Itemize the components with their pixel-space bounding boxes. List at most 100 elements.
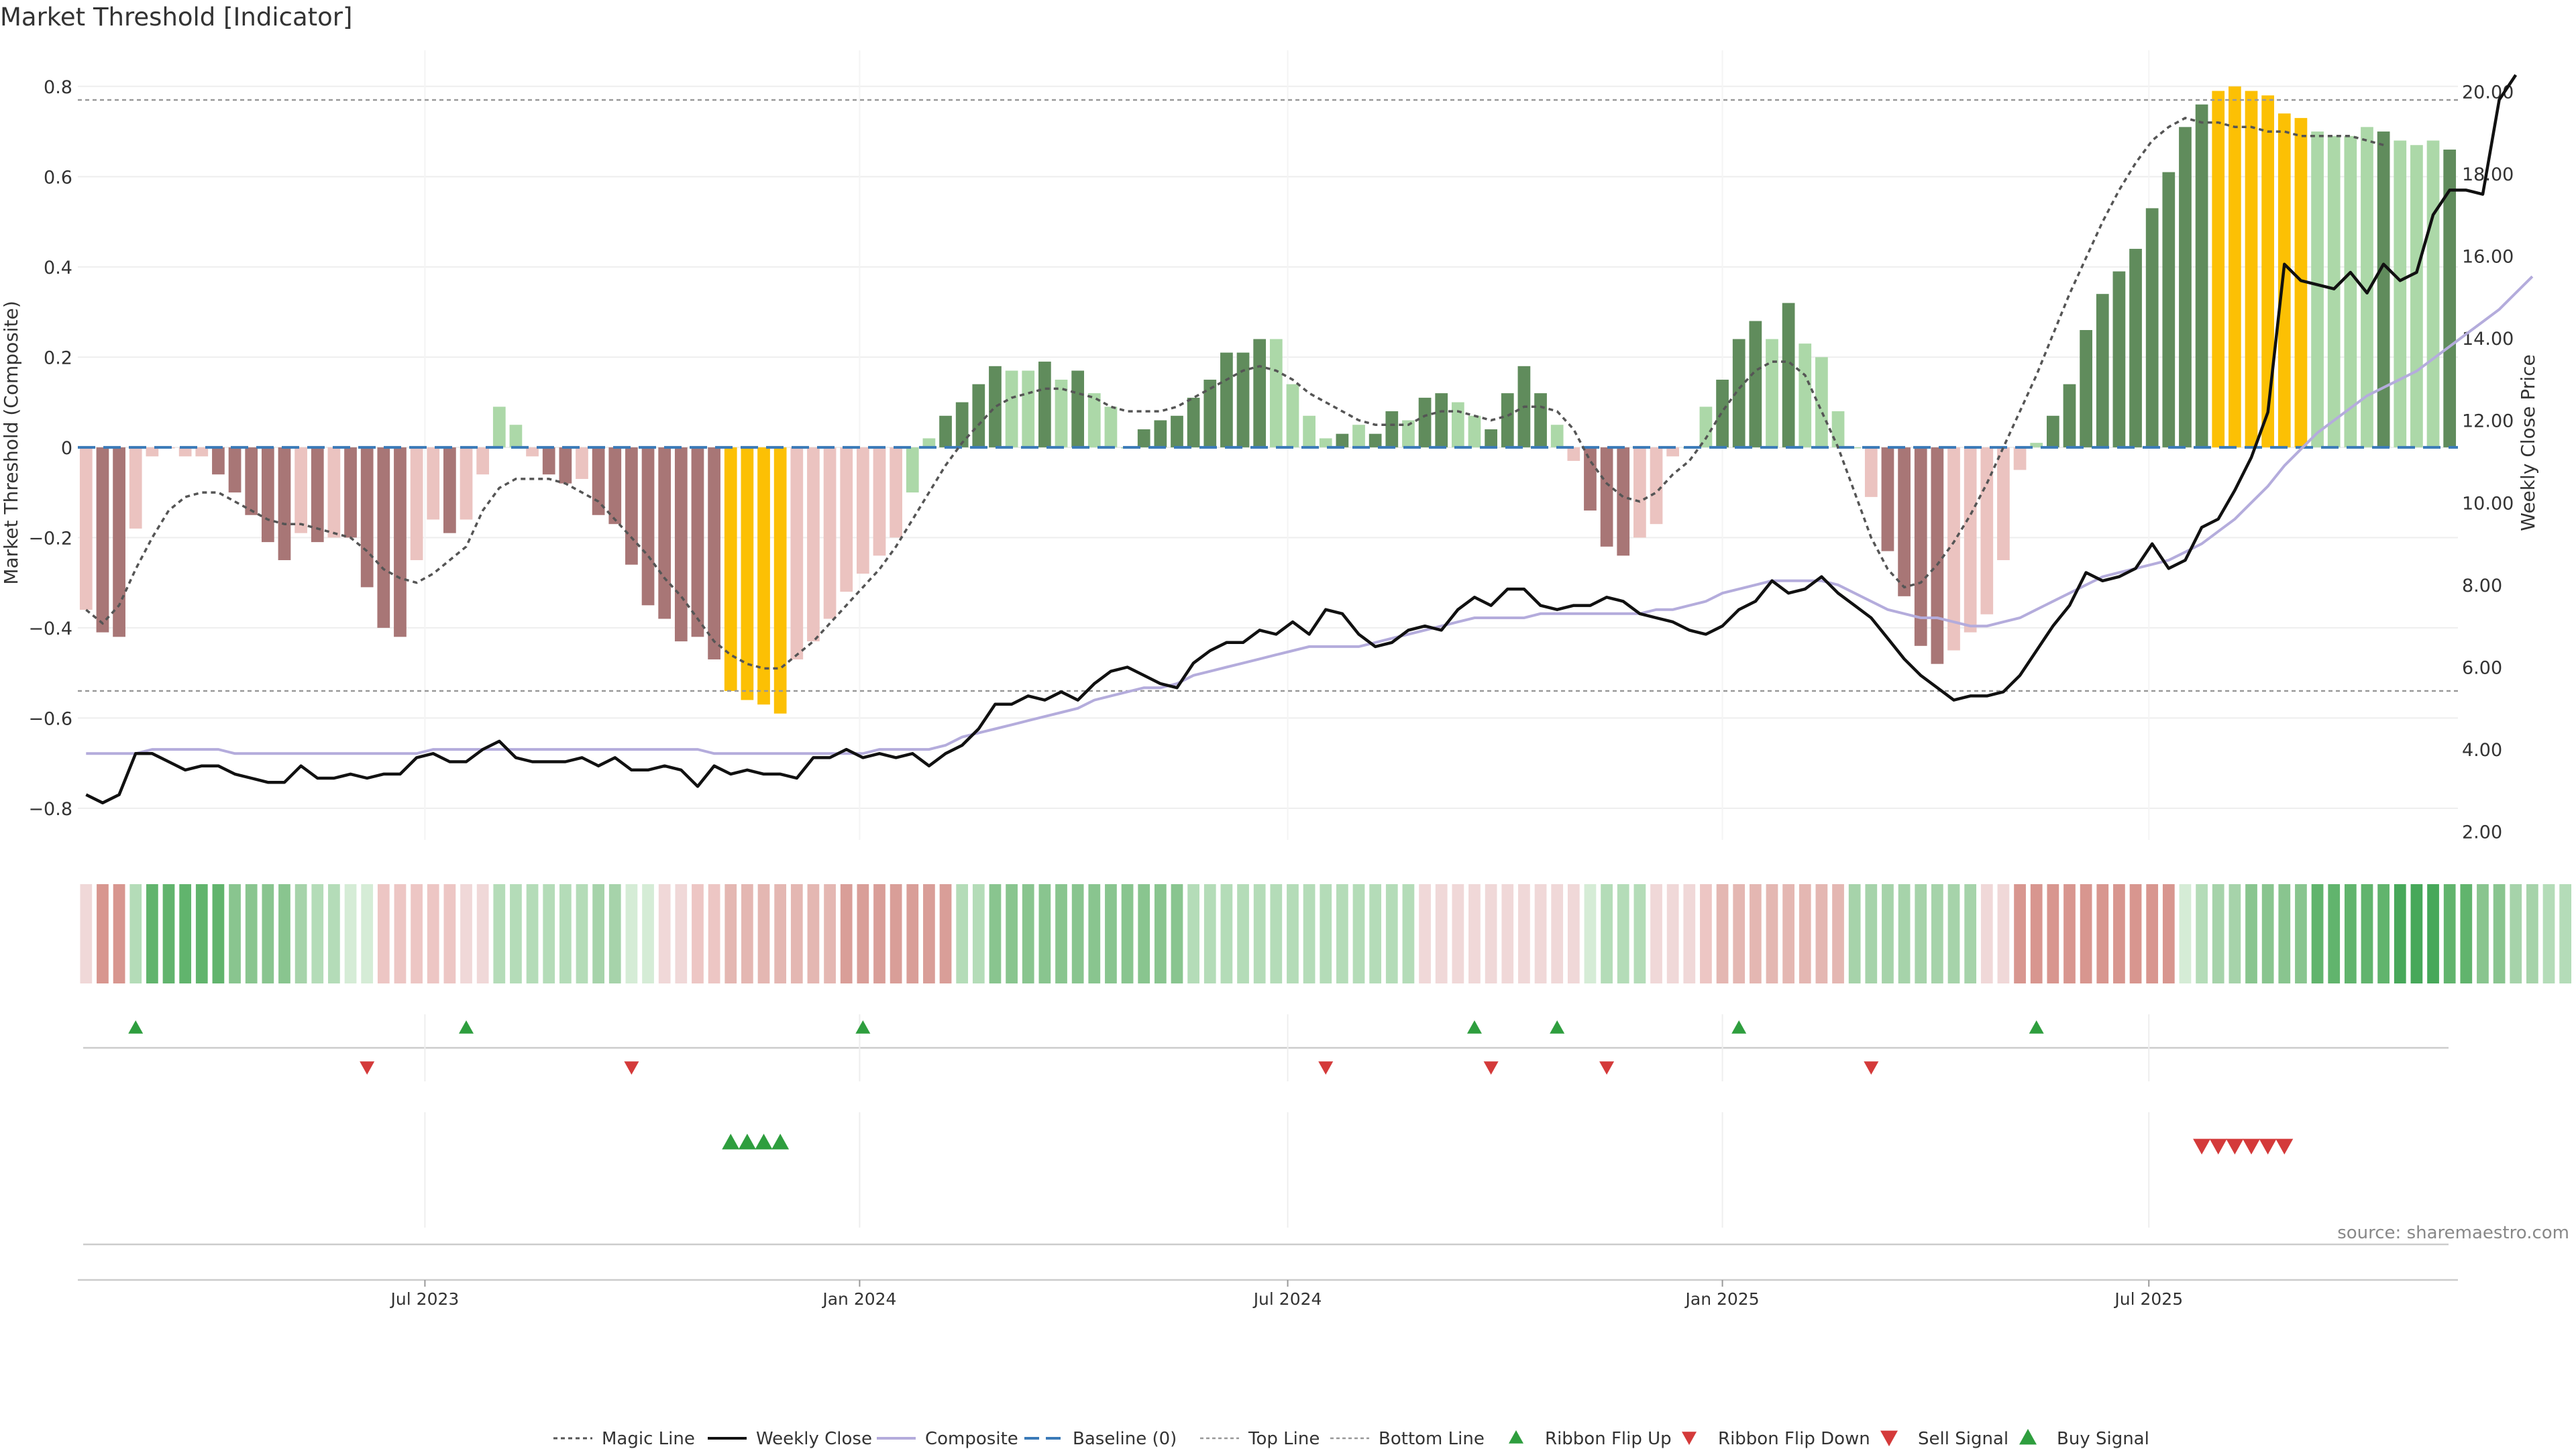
ribbon-cell: [328, 884, 340, 983]
sell-signal-marker: [2259, 1138, 2277, 1155]
composite-bar: [757, 447, 770, 705]
composite-bar: [1451, 402, 1464, 447]
ribbon-cell: [97, 884, 109, 983]
composite-bar: [1666, 447, 1680, 457]
chart-legend: Magic Line Weekly Close Composite Baseline …: [553, 1429, 2149, 1449]
composite-bar: [1187, 397, 1200, 447]
composite-bar: [542, 447, 555, 475]
composite-bar: [576, 447, 588, 479]
composite-bar: [113, 447, 125, 637]
ribbon-cell: [2460, 884, 2473, 983]
ribbon-cell: [1237, 884, 1249, 983]
ribbon-cell: [1518, 884, 1530, 983]
composite-bar: [294, 447, 307, 533]
ribbon-cell: [394, 884, 407, 983]
ribbon-cell: [2377, 884, 2390, 983]
composite-line: [86, 275, 2534, 755]
ribbon-flip-up-marker: [128, 1020, 144, 1034]
ribbon-cell: [1964, 884, 1977, 983]
composite-bar: [1203, 379, 1217, 447]
ribbon-cell: [1865, 884, 1878, 983]
ribbon-cell: [2162, 884, 2175, 983]
composite-bar: [212, 447, 225, 475]
composite-bar: [2145, 208, 2159, 447]
ribbon-cell: [757, 884, 770, 983]
ribbon-cell: [1121, 884, 1134, 983]
ribbon-cell: [2295, 884, 2307, 983]
composite-bar: [1732, 339, 1746, 447]
ribbon-cell: [1435, 884, 1448, 983]
composite-bar: [1087, 393, 1101, 447]
composite-bar: [228, 447, 241, 493]
composite-bar: [1468, 415, 1481, 447]
legend-swatch: [1880, 1430, 1898, 1446]
composite-bar: [1005, 370, 1018, 447]
ribbon-flip-up-marker: [1466, 1020, 1482, 1034]
ribbon-cell: [1336, 884, 1348, 983]
composite-bar: [1104, 407, 1118, 447]
ribbon-cell: [1733, 884, 1746, 983]
composite-bar: [2277, 113, 2291, 447]
ribbon-cell: [1352, 884, 1365, 983]
composite-bar: [1055, 379, 1068, 447]
composite-bar: [460, 447, 473, 520]
composite-bar: [1815, 357, 1828, 447]
ribbon-cell: [923, 884, 935, 983]
ribbon-cell: [741, 884, 753, 983]
y-tick-label-left: 0: [61, 438, 72, 459]
ribbon-flip-down-marker: [1318, 1061, 1334, 1075]
ribbon-cell: [790, 884, 803, 983]
ribbon-cell: [2278, 884, 2291, 983]
ribbon-flip-down-marker: [1864, 1061, 1879, 1075]
ribbon-cell: [2344, 884, 2357, 983]
composite-bar: [146, 447, 159, 457]
ribbon-cell: [1485, 884, 1497, 983]
ribbon-cell: [510, 884, 522, 983]
ribbon-cell: [1534, 884, 1547, 983]
ribbon-cell: [1055, 884, 1067, 983]
ribbon-cell: [1006, 884, 1018, 983]
composite-bar: [2046, 415, 2059, 447]
composite-bar: [641, 447, 655, 606]
composite-bar: [1435, 393, 1448, 447]
legend-label: Ribbon Flip Up: [1545, 1429, 1672, 1449]
ribbon-cell: [2063, 884, 2076, 983]
composite-bar: [955, 402, 969, 447]
ribbon-cell: [113, 884, 125, 983]
ribbon-cell: [1782, 884, 1794, 983]
x-tick-label: Jan 2024: [821, 1289, 896, 1309]
composite-bar: [245, 447, 258, 515]
ribbon-cell: [2129, 884, 2142, 983]
composite-bar: [1220, 352, 1233, 447]
y-tick-label-right: 10.00: [2462, 493, 2514, 514]
ribbon-flip-up-marker: [459, 1020, 474, 1034]
ribbon-cell: [1848, 884, 1861, 983]
ribbon-cell: [1303, 884, 1316, 983]
composite-bar: [1368, 433, 1382, 447]
y-tick-label-right: 16.00: [2462, 247, 2514, 268]
legend-item-magic: Magic Line: [553, 1429, 695, 1449]
composite-bar: [360, 447, 374, 588]
y-axis-label-right: Weekly Close Price: [2517, 354, 2539, 531]
composite-bar: [1914, 447, 1927, 646]
ribbon-cell: [427, 884, 439, 983]
composite-bar: [1633, 447, 1646, 538]
y-tick-label-right: 2.00: [2462, 822, 2502, 843]
composite-bar: [2294, 117, 2308, 447]
legend-item-composite: Composite: [877, 1429, 1018, 1449]
ribbon-cell: [411, 884, 423, 983]
composite-bar: [1617, 447, 1630, 556]
ribbon-cell: [146, 884, 158, 983]
ribbon-cell: [2229, 884, 2241, 983]
composite-bar: [1022, 370, 1035, 447]
composite-bar: [2410, 145, 2423, 447]
composite-bar: [1352, 425, 1365, 447]
composite-bar: [922, 438, 936, 447]
legend-swatch: [1682, 1432, 1697, 1445]
composite-bar: [559, 447, 572, 484]
composite-bar: [2162, 172, 2176, 447]
composite-bar: [476, 447, 490, 475]
composite-bar: [1716, 379, 1729, 447]
composite-bar: [1534, 393, 1547, 447]
legend-item-sell: Sell Signal: [1880, 1429, 2008, 1449]
